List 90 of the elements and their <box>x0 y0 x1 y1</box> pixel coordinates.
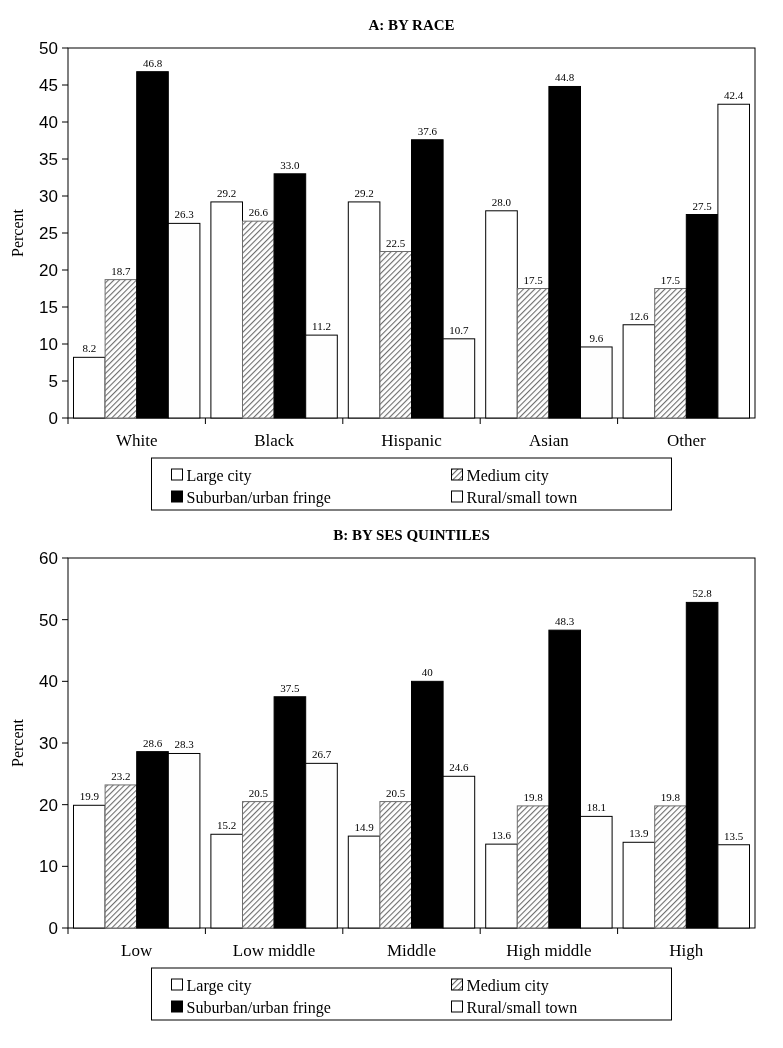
y-tick-label: 60 <box>39 548 58 568</box>
data-label: 10.7 <box>449 323 470 336</box>
data-label: 28.6 <box>142 736 163 749</box>
data-label: 19.8 <box>660 790 681 803</box>
data-label: 29.2 <box>354 186 374 199</box>
data-label: 13.6 <box>491 829 512 842</box>
y-tick-label: 10 <box>39 857 58 877</box>
x-tick-label: High <box>669 941 704 960</box>
y-tick-label: 35 <box>39 149 58 169</box>
bar <box>379 801 412 929</box>
data-label: 13.9 <box>629 827 650 840</box>
legend-label: Suburban/urban fringe <box>186 488 331 507</box>
bar <box>104 784 138 929</box>
legend-label: Suburban/urban fringe <box>186 998 331 1017</box>
data-label: 20.5 <box>248 786 269 799</box>
y-tick-label: 40 <box>39 672 58 692</box>
y-tick-label: 10 <box>39 334 58 354</box>
x-tick-label: Black <box>254 431 295 450</box>
x-tick-label: Hispanic <box>381 431 443 450</box>
data-label: 44.8 <box>555 71 575 84</box>
legend-label: Rural/small town <box>466 488 578 506</box>
legend-label: Large city <box>186 466 252 485</box>
data-label: 29.2 <box>217 186 237 199</box>
y-tick-label: 20 <box>39 795 58 815</box>
y-tick-label: 45 <box>39 75 58 95</box>
y-tick-label: 0 <box>48 408 58 428</box>
data-label: 26.7 <box>311 748 332 761</box>
x-tick-label: High middle <box>506 941 592 960</box>
y-tick-label: 20 <box>39 260 58 280</box>
legend-label: Rural/small town <box>466 998 578 1016</box>
data-label: 8.2 <box>82 342 97 355</box>
data-label: 42.4 <box>724 89 744 102</box>
bar <box>242 801 275 929</box>
data-label: 26.6 <box>248 206 269 219</box>
y-tick-label: 5 <box>48 371 58 391</box>
y-axis-title: Percent <box>9 718 26 767</box>
x-tick-label: Middle <box>386 941 437 960</box>
data-label: 26.3 <box>174 208 195 221</box>
legend-label: Large city <box>186 976 252 995</box>
data-label: 18.7 <box>111 264 132 277</box>
legend-label: Medium city <box>466 466 549 485</box>
data-label: 15.2 <box>217 819 237 832</box>
y-tick-label: 40 <box>39 112 58 132</box>
y-tick-label: 50 <box>39 610 58 630</box>
y-tick-label: 15 <box>39 297 58 317</box>
data-label: 20.5 <box>386 786 406 799</box>
x-tick-label: Low <box>121 941 153 960</box>
data-label: 22.5 <box>386 236 406 249</box>
data-label: 9.6 <box>589 331 604 344</box>
bar <box>379 251 412 419</box>
y-tick-label: 30 <box>39 186 58 206</box>
data-label: 33.0 <box>280 158 301 171</box>
x-tick-label: Other <box>666 431 706 450</box>
data-label: 19.8 <box>523 790 544 803</box>
y-tick-label: 0 <box>48 918 58 938</box>
legend-label: Medium city <box>466 976 549 995</box>
chart-title: B: BY SES QUINTILES <box>333 527 490 543</box>
data-label: 14.9 <box>354 821 375 834</box>
data-label: 37.6 <box>417 124 438 137</box>
data-label: 17.5 <box>523 273 544 286</box>
y-tick-label: 25 <box>39 223 58 243</box>
data-label: 46.8 <box>142 56 163 69</box>
data-label: 23.2 <box>111 769 131 782</box>
chart-title: A: BY RACE <box>368 17 455 33</box>
data-label: 52.8 <box>692 587 713 600</box>
data-label: 19.9 <box>79 790 100 803</box>
data-label: 37.5 <box>280 681 301 694</box>
data-label: 28.0 <box>491 195 512 208</box>
data-label: 27.5 <box>692 199 713 212</box>
bar <box>654 288 687 419</box>
y-axis-title: Percent <box>9 208 26 257</box>
x-tick-label: Low middle <box>232 941 316 960</box>
data-label: 11.2 <box>312 320 331 333</box>
data-label: 48.3 <box>555 615 575 628</box>
data-label: 12.6 <box>629 309 650 322</box>
data-label: 28.3 <box>174 738 195 751</box>
x-tick-label: Asian <box>529 431 570 450</box>
data-label: 13.5 <box>724 829 744 842</box>
data-label: 18.1 <box>586 801 606 814</box>
data-label: 24.6 <box>449 761 470 774</box>
x-tick-label: White <box>115 431 158 450</box>
bar <box>654 805 687 929</box>
y-tick-label: 50 <box>39 38 58 58</box>
data-label: 17.5 <box>660 273 681 286</box>
bar <box>104 279 138 419</box>
y-tick-label: 30 <box>39 733 58 753</box>
data-label: 40 <box>421 666 434 679</box>
bar <box>516 288 550 419</box>
bar <box>242 220 275 419</box>
bar <box>516 805 550 929</box>
